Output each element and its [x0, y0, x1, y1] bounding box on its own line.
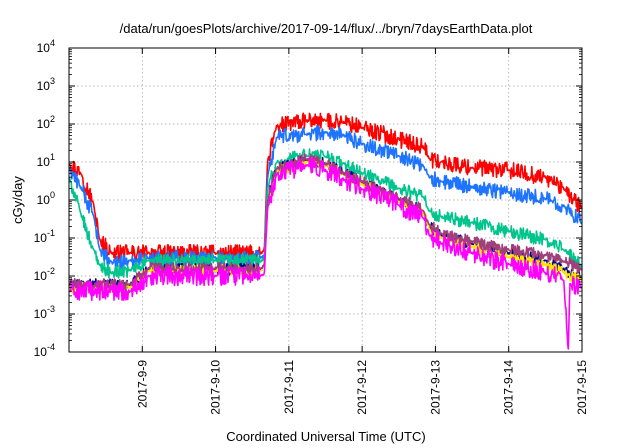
x-tick-label: 2017-9-11 — [282, 360, 296, 414]
x-tick-label: 2017-9-9 — [135, 360, 149, 408]
y-tick-label: 10-2 — [34, 266, 55, 283]
y-tick-label: 101 — [37, 152, 55, 169]
series-line-6 — [68, 153, 583, 291]
y-tick-label: 104 — [37, 38, 55, 55]
chart-title: /data/run/goesPlots/archive/2017-09-14/f… — [120, 21, 533, 36]
y-tick-label: 10-3 — [34, 304, 55, 321]
series-group — [68, 112, 583, 350]
y-tick-label: 10-4 — [34, 342, 55, 359]
y-tick-label: 103 — [37, 76, 55, 93]
y-axis-label: cGy/day — [10, 176, 25, 224]
y-tick-label: 100 — [37, 190, 55, 207]
x-axis-label: Coordinated Universal Time (UTC) — [226, 429, 425, 444]
axis-ticks — [69, 47, 583, 353]
x-tick-label: 2017-9-15 — [575, 360, 589, 415]
x-tick-labels: 2017-9-9 2017-9-10 2017-9-11 2017-9-12 2017-… — [135, 360, 589, 415]
y-tick-label: 10-1 — [34, 228, 55, 245]
gridlines — [69, 48, 582, 352]
y-tick-label: 102 — [37, 114, 55, 131]
x-tick-label: 2017-9-10 — [209, 360, 223, 415]
series-line-7 — [68, 156, 583, 350]
series-line-3 — [68, 148, 583, 279]
x-tick-label: 2017-9-14 — [502, 360, 516, 415]
y-tick-labels: 10-4 10-3 10-2 10-1 100 101 102 103 104 — [34, 38, 55, 359]
x-tick-label: 2017-9-12 — [355, 360, 369, 415]
x-tick-label: 2017-9-13 — [428, 360, 442, 415]
